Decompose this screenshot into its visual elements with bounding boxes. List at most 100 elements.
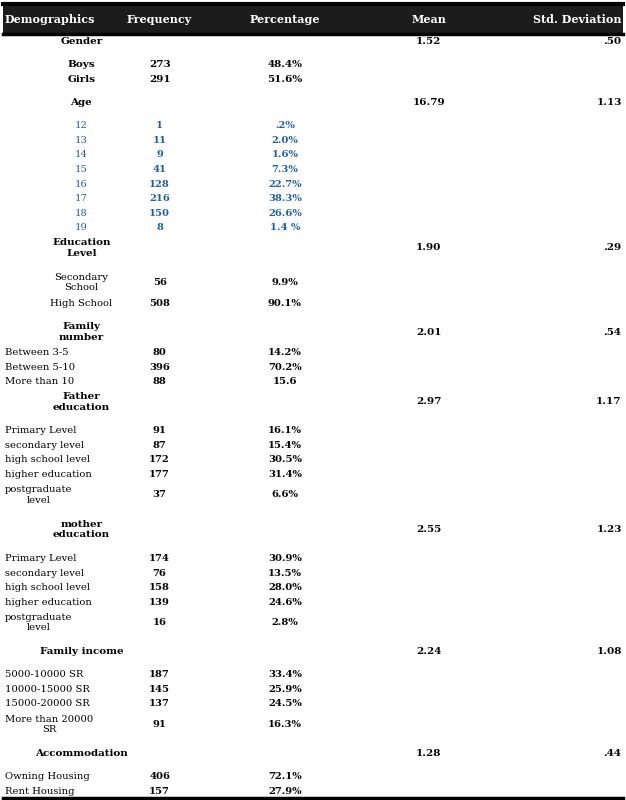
Text: 13.5%: 13.5% bbox=[268, 569, 302, 578]
Text: Between 5-10: Between 5-10 bbox=[5, 362, 75, 371]
Text: 87: 87 bbox=[153, 441, 167, 450]
Text: .54: .54 bbox=[603, 328, 622, 337]
Text: 1.6%: 1.6% bbox=[271, 150, 299, 159]
Text: 7.3%: 7.3% bbox=[272, 165, 298, 174]
Text: 16.1%: 16.1% bbox=[268, 426, 302, 435]
Text: Std. Deviation: Std. Deviation bbox=[533, 14, 622, 25]
Text: 14: 14 bbox=[75, 150, 88, 159]
Text: 9: 9 bbox=[156, 150, 163, 159]
Text: 150: 150 bbox=[149, 209, 170, 218]
Text: mother
education: mother education bbox=[53, 520, 110, 539]
Text: 1: 1 bbox=[156, 122, 163, 130]
Text: Father
education: Father education bbox=[53, 392, 110, 411]
Text: 1.13: 1.13 bbox=[596, 98, 622, 107]
Text: 216: 216 bbox=[149, 194, 170, 203]
Text: 291: 291 bbox=[149, 75, 170, 84]
Text: Owning Housing: Owning Housing bbox=[5, 772, 90, 781]
Text: 1.52: 1.52 bbox=[416, 37, 441, 46]
Text: 2.24: 2.24 bbox=[416, 647, 441, 656]
Text: 2.8%: 2.8% bbox=[272, 618, 298, 627]
Text: 24.6%: 24.6% bbox=[268, 598, 302, 607]
Text: 24.5%: 24.5% bbox=[268, 699, 302, 709]
Text: 18: 18 bbox=[75, 209, 88, 218]
Text: Primary Level: Primary Level bbox=[5, 554, 76, 563]
Text: 14.2%: 14.2% bbox=[268, 348, 302, 357]
Text: 56: 56 bbox=[153, 278, 167, 287]
Text: Boys: Boys bbox=[68, 61, 95, 70]
Text: Family
number: Family number bbox=[59, 322, 104, 342]
Text: 2.55: 2.55 bbox=[416, 525, 441, 534]
Text: Girls: Girls bbox=[68, 75, 95, 84]
Text: 38.3%: 38.3% bbox=[268, 194, 302, 203]
Text: 41: 41 bbox=[153, 165, 167, 174]
Text: 1.17: 1.17 bbox=[596, 398, 622, 406]
Text: Frequency: Frequency bbox=[127, 14, 192, 25]
Text: 139: 139 bbox=[149, 598, 170, 607]
Text: 16: 16 bbox=[153, 618, 167, 627]
Text: .2%: .2% bbox=[275, 122, 295, 130]
Text: 2.0%: 2.0% bbox=[272, 136, 298, 145]
Text: 406: 406 bbox=[149, 772, 170, 781]
Text: 1.28: 1.28 bbox=[416, 749, 441, 758]
Text: 145: 145 bbox=[149, 685, 170, 694]
Text: 137: 137 bbox=[149, 699, 170, 709]
Text: Rent Housing: Rent Housing bbox=[5, 786, 74, 796]
Text: 33.4%: 33.4% bbox=[268, 670, 302, 679]
Text: 91: 91 bbox=[153, 720, 167, 729]
Text: 10000-15000 SR: 10000-15000 SR bbox=[5, 685, 90, 694]
Text: higher education: higher education bbox=[5, 598, 92, 607]
Text: higher education: higher education bbox=[5, 470, 92, 479]
Text: 70.2%: 70.2% bbox=[268, 362, 302, 371]
Text: 26.6%: 26.6% bbox=[268, 209, 302, 218]
Text: Mean: Mean bbox=[411, 14, 446, 25]
Text: 76: 76 bbox=[153, 569, 167, 578]
Text: 16.3%: 16.3% bbox=[268, 720, 302, 729]
Text: More than 10: More than 10 bbox=[5, 377, 74, 386]
Text: 128: 128 bbox=[149, 179, 170, 189]
Text: 90.1%: 90.1% bbox=[268, 298, 302, 308]
Text: secondary level: secondary level bbox=[5, 569, 84, 578]
Text: Between 3-5: Between 3-5 bbox=[5, 348, 69, 357]
Text: Primary Level: Primary Level bbox=[5, 426, 76, 435]
Text: 19: 19 bbox=[75, 223, 88, 232]
Text: high school level: high school level bbox=[5, 583, 90, 592]
Text: .50: .50 bbox=[603, 37, 622, 46]
Text: 158: 158 bbox=[149, 583, 170, 592]
Text: 273: 273 bbox=[149, 61, 170, 70]
Text: postgraduate
level: postgraduate level bbox=[5, 485, 73, 505]
Text: 91: 91 bbox=[153, 426, 167, 435]
Text: Age: Age bbox=[71, 98, 92, 107]
Text: 187: 187 bbox=[149, 670, 170, 679]
Text: Demographics: Demographics bbox=[5, 14, 96, 25]
Text: 11: 11 bbox=[153, 136, 167, 145]
Text: 8: 8 bbox=[156, 223, 163, 232]
Text: 15000-20000 SR: 15000-20000 SR bbox=[5, 699, 90, 709]
Text: .29: .29 bbox=[603, 243, 622, 253]
Text: 2.97: 2.97 bbox=[416, 398, 441, 406]
Text: 51.6%: 51.6% bbox=[267, 75, 302, 84]
Text: 1.4 %: 1.4 % bbox=[270, 223, 300, 232]
Text: 9.9%: 9.9% bbox=[272, 278, 298, 287]
Text: Education
Level: Education Level bbox=[52, 238, 111, 258]
Text: 37: 37 bbox=[153, 490, 167, 499]
Text: 508: 508 bbox=[149, 298, 170, 308]
Text: High School: High School bbox=[50, 298, 113, 308]
Text: Accommodation: Accommodation bbox=[35, 749, 128, 758]
Text: More than 20000
SR: More than 20000 SR bbox=[5, 714, 93, 734]
Text: 1.90: 1.90 bbox=[416, 243, 441, 253]
Text: 30.9%: 30.9% bbox=[268, 554, 302, 563]
Text: high school level: high school level bbox=[5, 455, 90, 465]
Text: 15.6: 15.6 bbox=[272, 377, 297, 386]
Bar bbox=[3, 4, 623, 34]
Text: 30.5%: 30.5% bbox=[268, 455, 302, 465]
Text: 16: 16 bbox=[75, 179, 88, 189]
Text: Percentage: Percentage bbox=[250, 14, 320, 25]
Text: Family income: Family income bbox=[39, 647, 123, 656]
Text: 25.9%: 25.9% bbox=[268, 685, 302, 694]
Text: 12: 12 bbox=[75, 122, 88, 130]
Text: 31.4%: 31.4% bbox=[268, 470, 302, 479]
Text: 15.4%: 15.4% bbox=[268, 441, 302, 450]
Text: 15: 15 bbox=[75, 165, 88, 174]
Text: 6.6%: 6.6% bbox=[271, 490, 299, 499]
Text: 22.7%: 22.7% bbox=[268, 179, 302, 189]
